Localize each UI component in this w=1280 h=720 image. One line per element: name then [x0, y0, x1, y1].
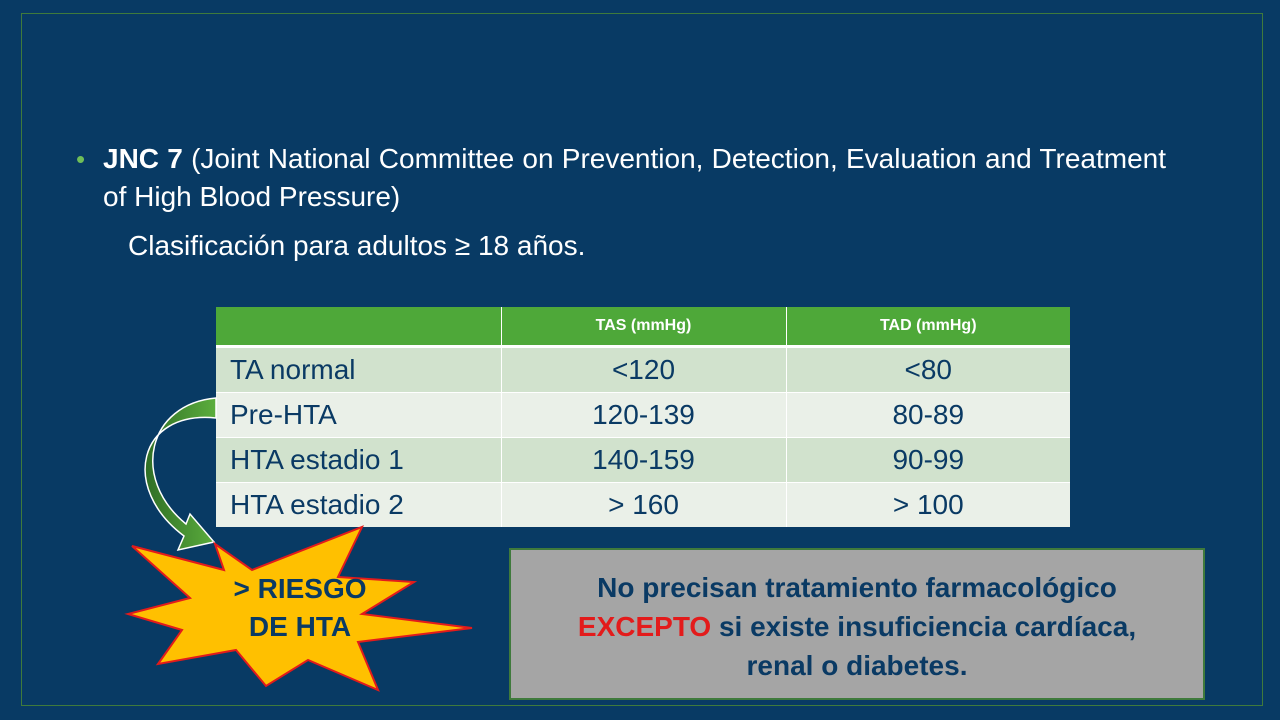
table-row: TA normal <120 <80	[216, 346, 1070, 393]
row-label: TA normal	[216, 346, 501, 393]
note-line3: renal o diabetes.	[746, 650, 968, 681]
table-header-row: TAS (mmHg) TAD (mmHg)	[216, 307, 1070, 348]
explosion-star-icon	[124, 525, 473, 692]
tas-value: > 160	[500, 482, 786, 527]
bullet-dot-icon: •	[76, 144, 86, 174]
tas-value: <120	[500, 346, 786, 393]
note-exception: EXCEPTO	[577, 611, 712, 642]
row-label: HTA estadio 1	[216, 437, 501, 483]
risk-callout-line1: > RIESGO	[233, 573, 367, 604]
classification-table: TAS (mmHg) TAD (mmHg) TA normal <120 <80…	[216, 307, 1070, 527]
tad-value: <80	[785, 346, 1070, 393]
header-cell-tas: TAS (mmHg)	[500, 307, 786, 348]
note-line2: EXCEPTO si existe insuficiencia cardíaca…	[511, 607, 1203, 646]
treatment-note: No precisan tratamiento farmacológico EX…	[509, 548, 1205, 700]
bullet-item: • JNC 7 (Joint National Committee on Pre…	[76, 140, 1166, 216]
tas-value: 140-159	[500, 437, 786, 483]
curved-arrow-icon	[144, 397, 217, 552]
tas-value: 120-139	[500, 392, 786, 438]
header-cell-empty	[216, 307, 501, 348]
row-label: Pre-HTA	[216, 392, 501, 438]
tad-value: 80-89	[785, 392, 1070, 438]
table-row: HTA estadio 1 140-159 90-99	[216, 437, 1070, 483]
bullet-body: (Joint National Committee on Prevention,…	[103, 143, 1166, 212]
subtitle: Clasificación para adultos ≥ 18 años.	[128, 230, 586, 261]
slide-frame	[21, 13, 1263, 706]
bullet-text: JNC 7 (Joint National Committee on Preve…	[103, 140, 1166, 216]
tad-value: > 100	[785, 482, 1070, 527]
note-line2-rest: si existe insuficiencia cardíaca,	[711, 611, 1137, 642]
risk-callout: > RIESGO DE HTA	[220, 570, 380, 646]
note-line1: No precisan tratamiento farmacológico	[597, 572, 1117, 603]
table-row: Pre-HTA 120-139 80-89	[216, 392, 1070, 438]
header-cell-tad: TAD (mmHg)	[785, 307, 1070, 348]
table-row: HTA estadio 2 > 160 > 100	[216, 482, 1070, 527]
risk-callout-line2: DE HTA	[248, 611, 352, 642]
row-label: HTA estadio 2	[216, 482, 501, 527]
bullet-strong: JNC 7	[103, 143, 183, 174]
tad-value: 90-99	[785, 437, 1070, 483]
